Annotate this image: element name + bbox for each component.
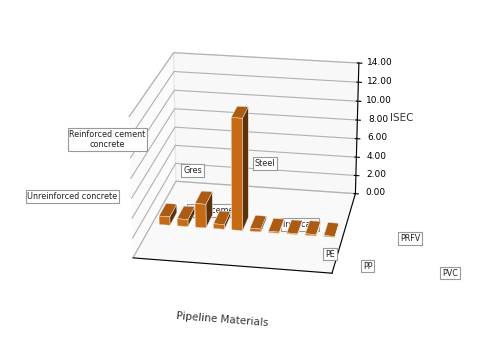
Text: PRFV: PRFV	[400, 234, 420, 243]
Text: Steel: Steel	[255, 159, 275, 168]
Text: Fiber cement: Fiber cement	[188, 206, 242, 215]
Text: Reinforced cement
concrete: Reinforced cement concrete	[70, 129, 146, 149]
Text: Unreinforced concrete: Unreinforced concrete	[28, 192, 118, 201]
Text: Iron cast: Iron cast	[282, 220, 318, 229]
X-axis label: Pipeline Materials: Pipeline Materials	[176, 311, 269, 328]
Text: Gres: Gres	[183, 166, 202, 175]
Text: PE: PE	[325, 250, 335, 259]
Text: PVC: PVC	[442, 269, 458, 278]
Text: PP: PP	[363, 262, 372, 271]
